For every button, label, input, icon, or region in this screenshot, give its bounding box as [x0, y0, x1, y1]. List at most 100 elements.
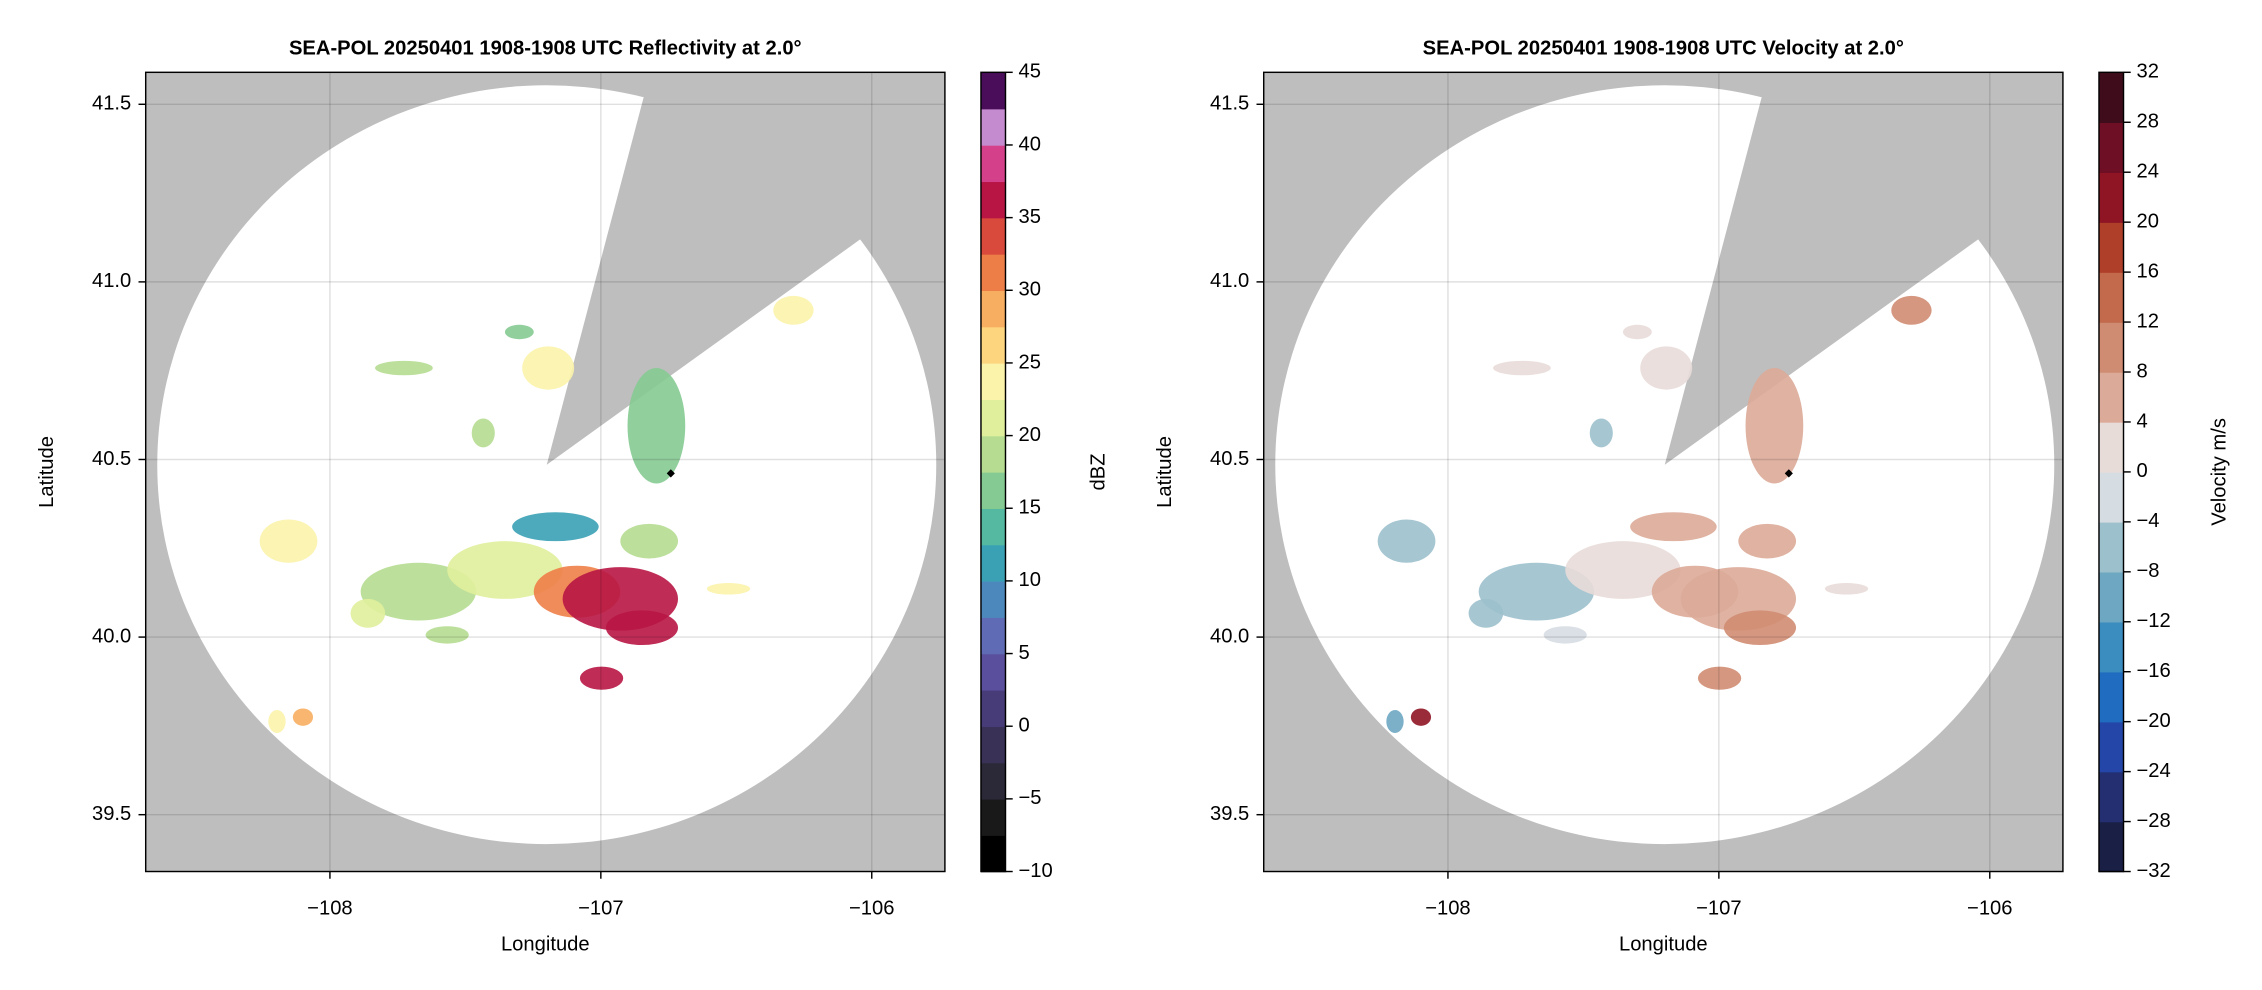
y-tick-label: 40.5 — [1210, 448, 1249, 470]
echo-region — [1697, 666, 1742, 690]
colorbar-bin — [980, 217, 1006, 255]
chart-title: SEA-POL 20250401 1908-1908 UTC Velocity … — [1423, 38, 1904, 60]
x-tick-label: −107 — [1696, 897, 1741, 919]
colorbar-tick-label: −32 — [2136, 860, 2170, 882]
echo-region — [350, 598, 386, 628]
colorbar-tick-label: 28 — [2136, 111, 2158, 133]
echo-region — [620, 523, 679, 559]
colorbar-bin — [980, 653, 1006, 691]
echo-region — [512, 512, 599, 542]
echo-region — [1478, 562, 1595, 621]
x-tick-label: −106 — [849, 897, 894, 919]
colorbar-tick-label: 16 — [2136, 260, 2158, 282]
colorbar-bin — [2098, 272, 2124, 323]
plot-frame — [1262, 71, 2064, 873]
colorbar-bin — [2098, 421, 2124, 473]
colorbar-tick-label: 0 — [1018, 715, 1029, 737]
colorbar-tick-label: −5 — [1018, 787, 1041, 809]
colorbar-tick-label: −12 — [2136, 610, 2170, 632]
colorbar-tick-label: 30 — [1018, 279, 1040, 301]
y-tick-label: 41.5 — [1210, 93, 1249, 115]
colorbar-bin — [980, 798, 1006, 836]
colorbar-tick-label: 15 — [1018, 497, 1040, 519]
colorbar-bin — [980, 435, 1006, 473]
plot-area — [145, 72, 945, 872]
echo-region — [360, 562, 477, 621]
colorbar-bin — [2098, 372, 2124, 423]
colorbar-tick-label: 12 — [2136, 310, 2158, 332]
echo-region — [1493, 360, 1551, 376]
colorbar-tick-label: 4 — [2136, 410, 2147, 432]
chart-title: SEA-POL 20250401 1908-1908 UTC Reflectiv… — [289, 38, 802, 60]
colorbar-tick-label: 40 — [1018, 133, 1040, 155]
colorbar-tick-label: 35 — [1018, 206, 1040, 228]
colorbar-tick-label: 20 — [2136, 210, 2158, 232]
colorbar-tick-label: −4 — [2136, 510, 2159, 532]
x-tick-label: −106 — [1967, 897, 2012, 919]
colorbar-bin — [980, 580, 1006, 618]
echo-region — [375, 360, 433, 376]
colorbar-tick-label: 5 — [1018, 642, 1029, 664]
colorbar-bin — [980, 762, 1006, 800]
echo-region — [471, 418, 495, 448]
colorbar-bin — [980, 326, 1006, 364]
colorbar-bin — [980, 181, 1006, 219]
y-tick-label: 41.0 — [92, 270, 131, 292]
colorbar-bin — [980, 617, 1006, 655]
echo-region — [1589, 418, 1613, 448]
colorbar-tick-label: 45 — [1018, 61, 1040, 83]
y-tick-label: 40.0 — [1210, 625, 1249, 647]
colorbar-bin — [2098, 671, 2124, 723]
colorbar-bin — [2098, 721, 2124, 773]
colorbar-bin — [980, 253, 1006, 292]
echo-region — [1723, 610, 1797, 646]
colorbar-tick-label: −10 — [1018, 860, 1052, 882]
colorbar-tick-label: −20 — [2136, 710, 2170, 732]
colorbar-bin — [980, 108, 1006, 146]
echo-region — [259, 519, 318, 563]
echo-region — [1630, 512, 1717, 542]
x-tick-label: −107 — [578, 897, 623, 919]
echo-region — [579, 666, 624, 690]
echo-region — [627, 368, 686, 484]
x-tick-label: −108 — [307, 897, 352, 919]
colorbar-bin — [980, 290, 1006, 328]
echo-region — [706, 582, 751, 595]
colorbar-bin — [2098, 521, 2124, 573]
y-tick-label: 40.0 — [92, 625, 131, 647]
echo-region — [1410, 708, 1432, 726]
colorbar-tick-label: −16 — [2136, 660, 2170, 682]
echo-region — [504, 324, 534, 340]
y-tick-label: 39.5 — [92, 803, 131, 825]
colorbar-bin — [980, 726, 1006, 764]
colorbar-tick-label: 25 — [1018, 351, 1040, 373]
colorbar-bin — [980, 72, 1006, 110]
echo-region — [1640, 346, 1693, 390]
echo-region — [1543, 626, 1587, 644]
echo-region — [268, 709, 286, 734]
blocked-sector — [546, 72, 945, 465]
colorbar-bin — [980, 144, 1006, 183]
colorbar-bin — [2098, 571, 2124, 623]
colorbar-bin — [2098, 222, 2124, 273]
echo-region — [1891, 295, 1932, 325]
colorbar-bin — [2098, 621, 2124, 673]
colorbar-tick-label: 32 — [2136, 61, 2158, 83]
echo-region — [1622, 324, 1652, 340]
y-axis-label: Latitude — [36, 436, 58, 508]
colorbar-bin — [2098, 122, 2124, 173]
colorbar-frame — [980, 71, 1007, 873]
colorbar-bin — [2098, 471, 2124, 523]
echo-region — [1468, 598, 1504, 628]
panel: −108 −107 −106 39.5 40.0 40.5 41.0 41.5 SEA-POL … — [1154, 38, 2231, 956]
colorbar-bin — [2098, 172, 2124, 223]
echo-region — [522, 346, 575, 390]
colorbar-bin — [980, 362, 1006, 400]
colorbar-label: Velocity m/s — [2208, 418, 2230, 526]
colorbar-tick-label: 0 — [2136, 460, 2147, 482]
colorbar-bin — [980, 399, 1006, 437]
colorbar-bin — [980, 689, 1006, 727]
y-tick-label: 39.5 — [1210, 803, 1249, 825]
